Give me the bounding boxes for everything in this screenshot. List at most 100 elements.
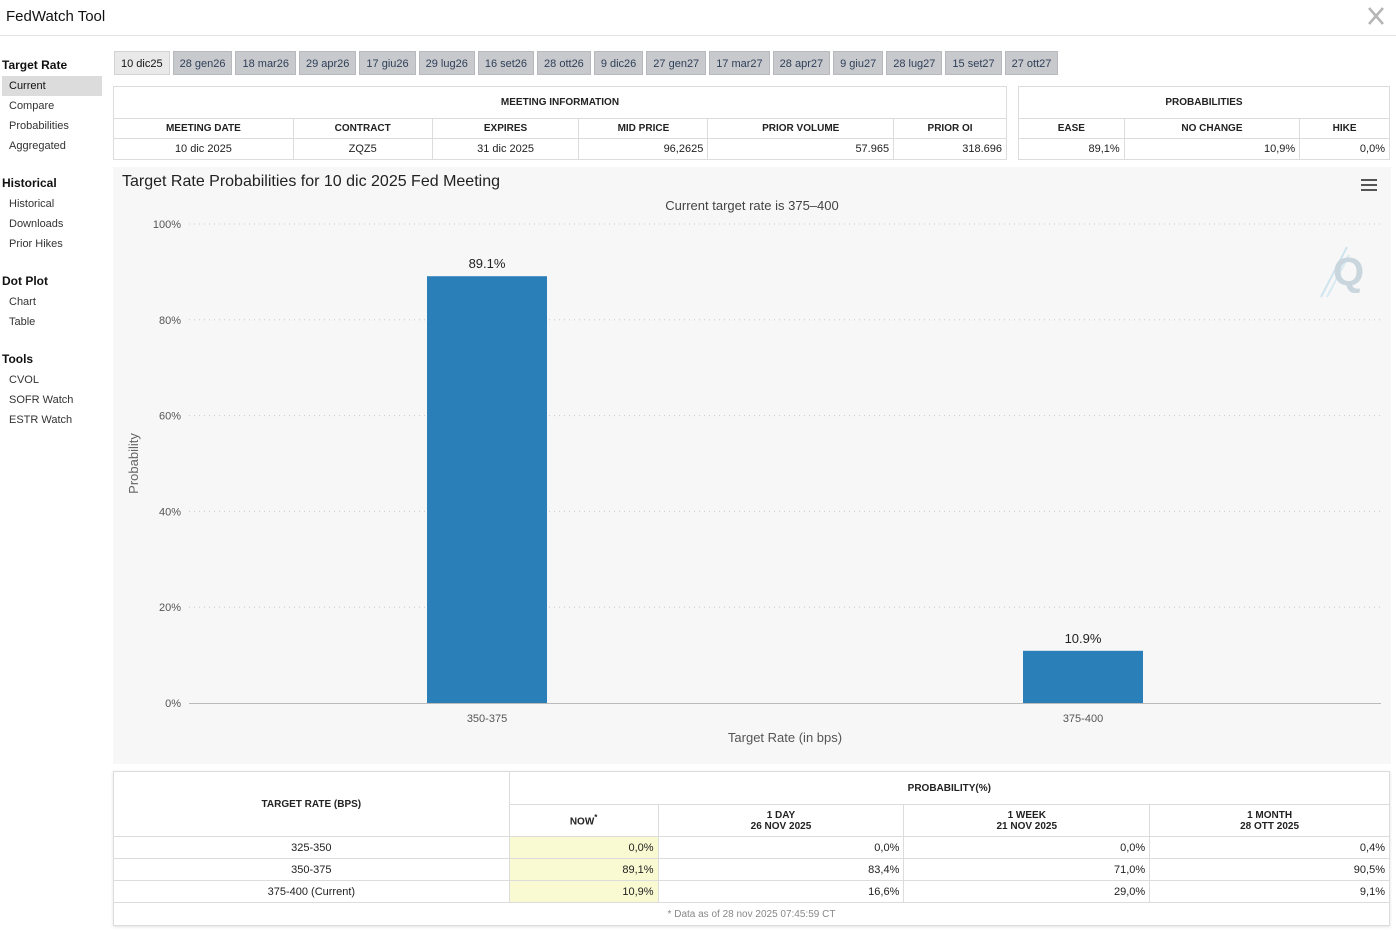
- chart-subtitle: Current target rate is 375–400: [665, 198, 839, 213]
- close-icon[interactable]: [1364, 6, 1388, 30]
- y-tick-label: 0%: [165, 698, 181, 710]
- bar-350-375: [427, 276, 547, 703]
- tab-meeting-16-set26[interactable]: 16 set26: [477, 51, 535, 75]
- mid-price-value: 96,2625: [578, 138, 709, 160]
- tab-meeting-15-set27[interactable]: 15 set27: [945, 51, 1002, 75]
- target-rate-cell: 325-350: [113, 836, 510, 859]
- col-expires: EXPIRES: [431, 118, 580, 139]
- sidebar-item-estr-watch[interactable]: ESTR Watch: [9, 414, 73, 426]
- probability-header: PROBABILITY(%): [508, 771, 1391, 805]
- probabilities-table: PROBABILITIES EASE NO CHANGE HIKE 89,1% …: [1018, 86, 1390, 160]
- app-title: FedWatch Tool: [6, 8, 106, 25]
- sidebar-item-sofr-watch[interactable]: SOFR Watch: [9, 394, 74, 406]
- probability-cell: 29,0%: [903, 880, 1151, 903]
- col-label: 1 MONTH: [1247, 809, 1293, 821]
- sidebar-item-aggregated[interactable]: Aggregated: [9, 140, 66, 152]
- tab-meeting-28-lug27[interactable]: 28 lug27: [886, 51, 943, 75]
- x-axis-label: Target Rate (in bps): [728, 730, 842, 745]
- x-tick-label: 375-400: [1063, 713, 1103, 725]
- bar-data-label: 10.9%: [1065, 631, 1102, 646]
- tab-meeting-27-ott27[interactable]: 27 ott27: [1004, 51, 1059, 75]
- tab-meeting-9-giu27[interactable]: 9 giu27: [833, 51, 884, 75]
- probability-cell: 10,9%: [508, 880, 659, 903]
- hamburger-menu-icon[interactable]: [1361, 179, 1377, 193]
- sidebar-item-prior-hikes[interactable]: Prior Hikes: [9, 238, 63, 250]
- col-meeting-date: MEETING DATE: [113, 118, 294, 139]
- probability-cell: 0,0%: [903, 836, 1151, 859]
- tab-meeting-18-mar26[interactable]: 18 mar26: [235, 51, 296, 75]
- tab-meeting-10-dic25[interactable]: 10 dic25: [114, 51, 170, 75]
- col-no-change: NO CHANGE: [1123, 118, 1301, 139]
- probability-cell: 0,0%: [657, 836, 905, 859]
- x-tick-label: 350-375: [467, 713, 507, 725]
- col-1-month: 1 MONTH 28 OTT 2025: [1149, 804, 1390, 837]
- target-rate-header: TARGET RATE (BPS): [113, 771, 510, 837]
- tab-meeting-17-giu26[interactable]: 17 giu26: [359, 51, 416, 75]
- probability-cell: 83,4%: [657, 858, 905, 881]
- sidebar: Target Rate Current Compare Probabilities Ag…: [0, 50, 106, 442]
- target-rate-probability-table: TARGET RATE (BPS) PROBABILITY(%) NOW* 1 D…: [113, 771, 1391, 926]
- prior-oi-value: 318.696: [893, 138, 1007, 160]
- col-mid-price: MID PRICE: [578, 118, 709, 139]
- sidebar-item-compare[interactable]: Compare: [9, 100, 55, 112]
- no-change-value: 10,9%: [1123, 138, 1301, 160]
- col-contract: CONTRACT: [292, 118, 433, 139]
- expires-value: 31 dic 2025: [431, 138, 580, 160]
- sidebar-item-downloads[interactable]: Downloads: [9, 218, 64, 230]
- meeting-date-value: 10 dic 2025: [113, 138, 294, 160]
- y-tick-label: 80%: [159, 315, 181, 327]
- sidebar-item-cvol[interactable]: CVOL: [9, 374, 39, 386]
- table-row: 325-350 0,0% 0,0% 0,0% 0,4%: [113, 836, 1390, 859]
- y-tick-label: 60%: [159, 411, 181, 423]
- probability-cell: 9,1%: [1149, 880, 1390, 903]
- y-tick-label: 20%: [159, 602, 181, 614]
- table-row: 375-400 (Current) 10,9% 16,6% 29,0% 9,1%: [113, 880, 1390, 903]
- col-date: 26 NOV 2025: [750, 820, 812, 832]
- col-hike: HIKE: [1299, 118, 1390, 139]
- tab-meeting-28-gen26[interactable]: 28 gen26: [172, 51, 233, 75]
- tab-meeting-9-dic26[interactable]: 9 dic26: [593, 51, 644, 75]
- y-tick-label: 40%: [159, 506, 181, 518]
- q-logo-icon: Q: [1319, 239, 1365, 299]
- bar-375-400: [1023, 650, 1143, 703]
- tab-meeting-28-apr27[interactable]: 28 apr27: [772, 51, 831, 75]
- sidebar-item-chart[interactable]: Chart: [9, 296, 36, 308]
- svg-text:Q: Q: [1333, 250, 1364, 294]
- probabilities-header: PROBABILITIES: [1018, 86, 1390, 119]
- target-rate-cell: 375-400 (Current): [113, 880, 510, 903]
- meeting-information-table: MEETING INFORMATION MEETING DATE CONTRAC…: [113, 86, 1007, 160]
- y-axis-label: Probability: [126, 433, 141, 494]
- col-date: 28 OTT 2025: [1240, 820, 1300, 832]
- probability-cell: 16,6%: [657, 880, 905, 903]
- chart-title: Target Rate Probabilities for 10 dic 202…: [122, 173, 500, 190]
- tab-meeting-29-lug26[interactable]: 29 lug26: [418, 51, 475, 75]
- contract-value: ZQZ5: [292, 138, 433, 160]
- chart-panel: 0% 20% 40% 60% 80% 100% Probability Target Rate…: [113, 167, 1391, 764]
- title-bar: FedWatch Tool: [0, 0, 1396, 36]
- prior-volume-value: 57.965: [707, 138, 895, 160]
- sidebar-item-historical[interactable]: Historical: [9, 198, 55, 210]
- probability-cell: 0,0%: [508, 836, 659, 859]
- sidebar-section-tools: Tools: [2, 352, 34, 366]
- tab-meeting-29-apr26[interactable]: 29 apr26: [298, 51, 357, 75]
- hike-value: 0,0%: [1299, 138, 1390, 160]
- sidebar-section-historical: Historical: [2, 176, 57, 190]
- data-as-of-footnote: * Data as of 28 nov 2025 07:45:59 CT: [113, 902, 1390, 926]
- sidebar-section-target-rate: Target Rate: [2, 58, 68, 72]
- tab-meeting-28-ott26[interactable]: 28 ott26: [537, 51, 591, 75]
- sidebar-section-dot-plot: Dot Plot: [2, 274, 48, 288]
- col-footnote-marker: *: [594, 813, 598, 823]
- col-label: 1 DAY: [766, 809, 796, 821]
- col-prior-oi: PRIOR OI: [893, 118, 1007, 139]
- close-x-glyph: [1368, 7, 1384, 25]
- sidebar-item-probabilities[interactable]: Probabilities: [9, 120, 69, 132]
- sidebar-item-table[interactable]: Table: [9, 316, 36, 328]
- col-now: NOW*: [508, 804, 659, 837]
- tab-meeting-27-gen27[interactable]: 27 gen27: [646, 51, 707, 75]
- tab-meeting-17-mar27[interactable]: 17 mar27: [709, 51, 770, 75]
- probability-cell: 71,0%: [903, 858, 1151, 881]
- sidebar-item-current[interactable]: Current: [2, 76, 102, 96]
- meeting-information-header: MEETING INFORMATION: [113, 86, 1007, 119]
- bar-chart: 0% 20% 40% 60% 80% 100% Probability Target Rate…: [126, 219, 1381, 745]
- probability-cell: 0,4%: [1149, 836, 1390, 859]
